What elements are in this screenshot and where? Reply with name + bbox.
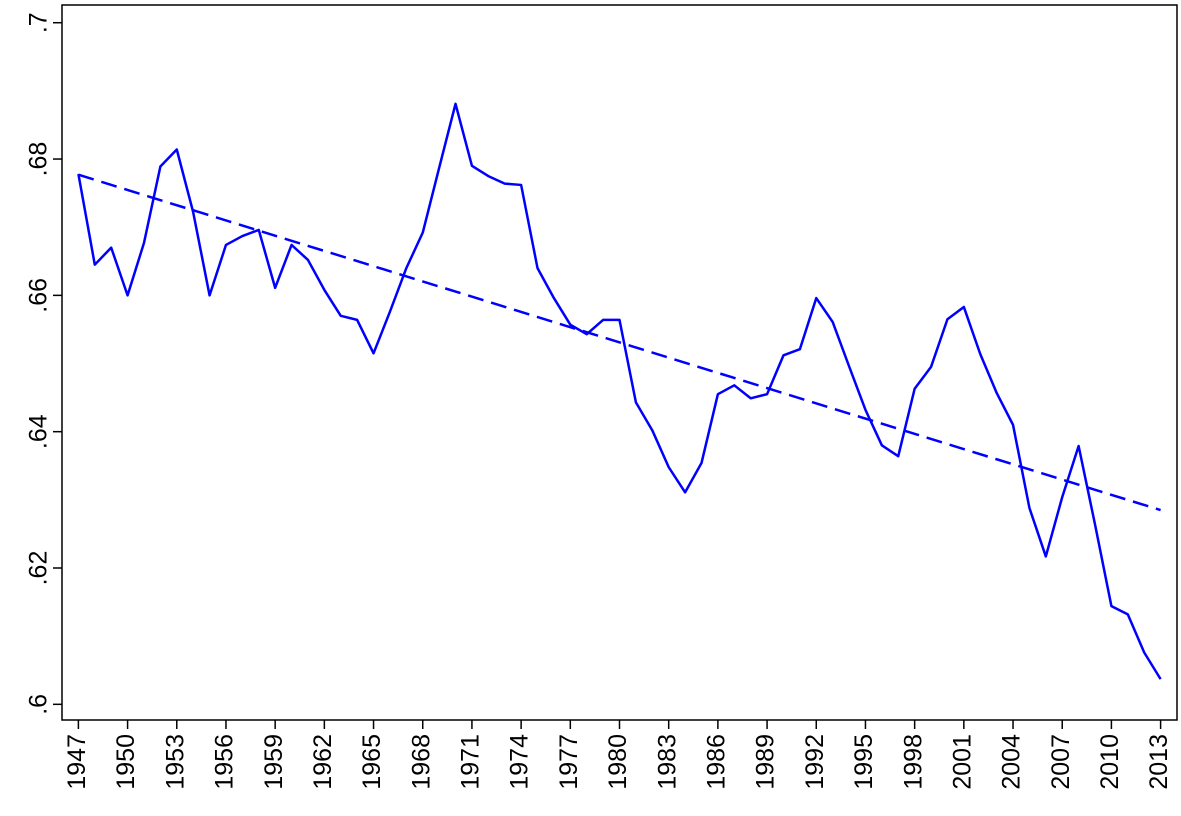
data-line [77, 102, 1162, 680]
x-tick-label: 2010 [1096, 734, 1124, 790]
x-tick-label: 1998 [899, 734, 927, 790]
trend-line [78, 173, 1161, 512]
x-tick-label: 2001 [948, 734, 976, 790]
plot-frame [61, 4, 1178, 721]
x-tick-label: 1980 [604, 734, 632, 790]
x-tick-label: 1995 [850, 734, 878, 790]
x-tick-label: 1956 [211, 734, 239, 790]
x-tick-label: 1983 [653, 734, 681, 790]
x-tick-label: 1968 [407, 734, 435, 790]
x-tick-label: 1962 [309, 734, 337, 790]
y-tick-label: .7 [25, 12, 53, 33]
y-tick-label: .6 [25, 694, 53, 715]
x-tick-label: 1971 [457, 734, 485, 790]
x-tick-label: 1947 [63, 734, 91, 790]
x-tick-label: 2007 [1047, 734, 1075, 790]
y-tick-label: .62 [25, 551, 53, 586]
x-tick-label: 1977 [555, 734, 583, 790]
x-tick-label: 1950 [112, 734, 140, 790]
x-tick-label: 1959 [260, 734, 288, 790]
x-tick-label: 1974 [506, 734, 534, 790]
x-tick-label: 1992 [801, 734, 829, 790]
x-tick-label: 1965 [358, 734, 386, 790]
y-tick-label: .66 [25, 278, 53, 313]
x-tick-label: 2004 [998, 734, 1026, 790]
x-tick-label: 1989 [752, 734, 780, 790]
x-tick-label: 1953 [161, 734, 189, 790]
x-tick-label: 1986 [702, 734, 730, 790]
y-tick-label: .68 [25, 142, 53, 177]
y-tick-label: .64 [25, 414, 53, 449]
x-tick-label: 2013 [1145, 734, 1173, 790]
